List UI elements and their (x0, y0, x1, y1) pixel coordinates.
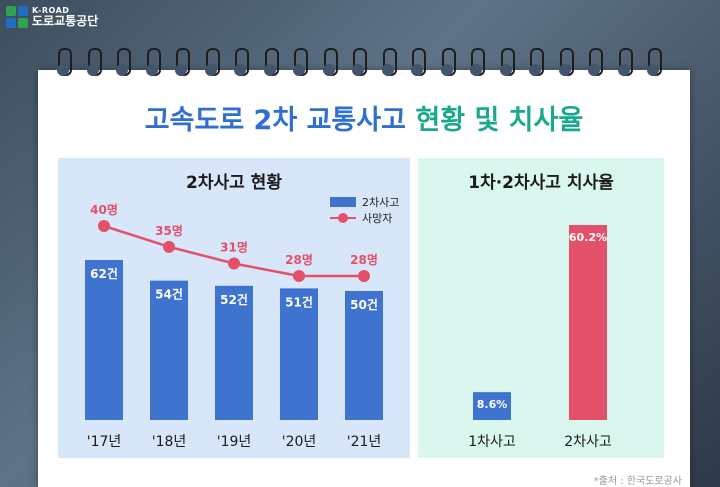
ring-hole-icon (529, 64, 541, 76)
bar-accidents (215, 285, 253, 420)
ring-hole-icon (647, 64, 659, 76)
line-point-fatalities (358, 270, 370, 282)
legend-item-bar: 2차사고 (330, 194, 399, 210)
ring-hole-icon (411, 64, 423, 76)
title-part-1: 고속도로 2차 교통사고 (144, 105, 406, 136)
bar-accidents (345, 290, 383, 420)
x-tick-label: '20년 (282, 434, 317, 450)
bar-value-label: 52건 (220, 292, 248, 307)
ring-hole-icon (86, 64, 99, 76)
bar-fatality-rate (473, 392, 511, 420)
logo-korean: 도로교통공단 (32, 14, 99, 28)
logo: K-ROAD 도로교통공단 (6, 6, 98, 28)
x-tick-label: '19년 (217, 434, 252, 450)
ring-hole-icon (204, 64, 217, 76)
bar-value-label: 8.6% (477, 398, 508, 411)
bar-accidents (85, 260, 123, 420)
logo-english: K-ROAD (32, 6, 70, 15)
ring-hole-icon (263, 64, 276, 76)
legend-line-label: 사망자 (362, 212, 393, 225)
ring-hole-icon (116, 64, 128, 76)
ring-hole-icon (322, 64, 335, 76)
legend-line-swatch (330, 213, 356, 223)
ring-hole-icon (558, 64, 571, 76)
x-tick-label: '21년 (347, 434, 382, 450)
ring-hole-icon (293, 64, 305, 76)
bar-accidents (280, 288, 318, 420)
chart-legend: 2차사고 사망자 (330, 194, 399, 226)
legend-item-line: 사망자 (330, 210, 399, 226)
bar-value-label: 50건 (350, 297, 378, 312)
fatality-rate-chart: 8.6% 1차사고 60.2% 2차사고 (468, 225, 612, 450)
line-value-label: 35명 (155, 224, 183, 238)
line-value-label: 28명 (285, 253, 313, 267)
bar-accidents (150, 280, 188, 420)
left-panel-title: 2차사고 현황 (186, 173, 282, 193)
ring-hole-icon (499, 64, 512, 76)
legend-bar-swatch (330, 197, 356, 207)
line-value-label: 31명 (220, 241, 248, 255)
k-road-logo-icon (6, 6, 28, 28)
fatality-rate-panel: 1차·2차사고 치사율 (418, 158, 664, 458)
ring-hole-icon (234, 64, 246, 76)
bar-value-label: 62건 (90, 266, 118, 281)
bar-value-label: 60.2% (569, 231, 607, 244)
ring-hole-icon (470, 64, 482, 76)
right-panel-title: 1차·2차사고 치사율 (468, 173, 614, 193)
ring-hole-icon (175, 64, 187, 76)
x-tick-label: 2차사고 (564, 434, 612, 450)
line-point-fatalities (163, 240, 175, 253)
ring-hole-icon (440, 64, 453, 76)
line-point-fatalities (293, 270, 305, 282)
ring-hole-icon (352, 64, 364, 76)
x-tick-label: '17년 (87, 434, 122, 450)
ring-hole-icon (145, 64, 158, 76)
ring-hole-icon (381, 64, 394, 76)
title-part-2: 현황 및 치사율 (415, 105, 584, 136)
bar-value-label: 54건 (155, 287, 183, 302)
line-value-label: 28명 (350, 253, 378, 267)
x-tick-label: 1차사고 (468, 434, 516, 450)
ring-hole-icon (588, 64, 600, 76)
line-value-label: 40명 (90, 203, 118, 217)
line-point-fatalities (98, 220, 110, 232)
ring-hole-icon (617, 64, 630, 76)
ring-hole-icon (57, 64, 69, 76)
page-title: 고속도로 2차 교통사고 현황 및 치사율 (38, 98, 690, 137)
bar-fatality-rate (569, 225, 607, 420)
source-note: *출처 : 한국도로공사 (593, 476, 682, 487)
secondary-accident-chart: 62건 '17년 54건 '18년 52건 '19년 51건 '20년 50건 '21년 40명 35… (85, 203, 383, 450)
bar-value-label: 51건 (285, 294, 313, 309)
x-tick-label: '18년 (152, 434, 187, 450)
line-point-fatalities (228, 257, 240, 270)
legend-bar-label: 2차사고 (362, 196, 400, 209)
